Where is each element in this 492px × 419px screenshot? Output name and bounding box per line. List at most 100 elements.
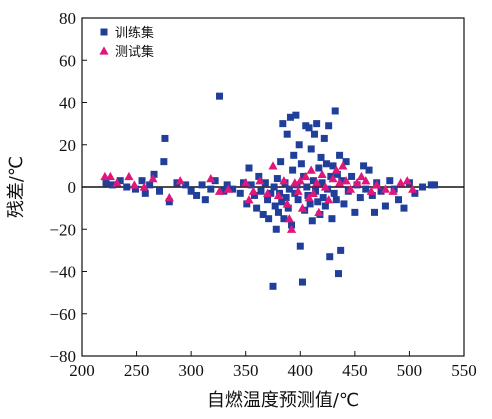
test-point [314, 207, 324, 217]
test-point [255, 176, 265, 185]
x-tick-label: 250 [124, 361, 150, 380]
test-point [164, 192, 174, 202]
train-point [329, 162, 337, 170]
test-point [312, 178, 322, 187]
test-point [341, 176, 351, 185]
y-tick-label: −20 [49, 220, 76, 239]
y-tick-label: −80 [49, 347, 76, 366]
test-point [175, 176, 185, 185]
train-point [292, 111, 300, 119]
train-point [259, 210, 267, 218]
test-point [293, 186, 303, 195]
test-point [408, 184, 418, 193]
test-point [297, 203, 308, 212]
test-point [324, 195, 334, 204]
x-tick-label: 350 [233, 361, 259, 380]
test-point [105, 171, 115, 181]
test-point [206, 173, 216, 183]
train-point [351, 208, 359, 216]
train-point [201, 196, 209, 204]
test-point [112, 178, 122, 187]
train-point [267, 189, 275, 197]
test-point [241, 178, 251, 187]
train-point [243, 200, 251, 208]
train-point [269, 282, 277, 290]
train-point [431, 181, 439, 189]
train-point [283, 130, 291, 138]
train-point [332, 196, 340, 204]
train-point [327, 172, 335, 180]
train-point [307, 145, 315, 153]
train-point [182, 181, 190, 189]
test-point [273, 190, 284, 200]
test-point [262, 188, 273, 198]
train-point [368, 191, 376, 199]
test-point [356, 171, 367, 181]
train-point [334, 270, 342, 278]
legend-marker-test [99, 46, 109, 55]
train-point [331, 107, 339, 115]
test-point [244, 195, 254, 204]
test-point [317, 169, 327, 179]
train-point [207, 185, 215, 193]
x-tick-label: 300 [178, 361, 204, 380]
y-tick-label: 40 [59, 94, 76, 113]
train-point [211, 177, 219, 185]
legend-label-test: 测试集 [115, 44, 154, 60]
test-point [366, 186, 376, 195]
train-point [356, 194, 364, 202]
series-test [100, 161, 418, 233]
train-point [278, 198, 286, 206]
train-point [296, 242, 304, 250]
train-point [342, 158, 350, 166]
train-point [337, 246, 345, 254]
train-point [123, 183, 131, 191]
test-point [223, 184, 233, 193]
train-point [116, 177, 124, 185]
train-point [306, 200, 314, 208]
train-point [348, 172, 356, 180]
test-point [295, 176, 305, 185]
train-point [265, 215, 273, 223]
train-point [102, 179, 110, 187]
train-point [223, 181, 231, 189]
test-point [139, 182, 149, 191]
train-point [141, 189, 149, 197]
legend-label-train: 训练集 [115, 25, 154, 41]
test-point [352, 178, 362, 187]
train-point [285, 185, 293, 193]
train-point [264, 196, 272, 204]
train-point [193, 191, 201, 199]
test-point [308, 188, 318, 198]
test-point [320, 182, 330, 191]
train-point [328, 215, 336, 223]
legend-marker-train [100, 28, 108, 36]
train-point [289, 166, 297, 174]
train-point [321, 202, 329, 210]
train-point [295, 141, 303, 149]
train-point [138, 177, 146, 185]
train-point [290, 151, 298, 159]
x-axis-title: 自燃温度预测值/℃ [207, 390, 359, 411]
test-point [282, 199, 292, 208]
train-point [229, 185, 237, 193]
test-point [388, 186, 398, 195]
train-point [109, 181, 117, 189]
train-point [282, 194, 290, 202]
train-point [303, 183, 311, 191]
train-point [245, 164, 253, 172]
train-point [150, 170, 158, 178]
train-point [312, 187, 320, 195]
x-tick-label: 550 [451, 361, 477, 380]
train-point [280, 215, 288, 223]
x-tick-label: 450 [342, 361, 368, 380]
test-point [301, 171, 311, 181]
train-point [362, 185, 370, 193]
y-tick-label: −40 [49, 263, 76, 282]
train-point [395, 196, 403, 204]
train-point [360, 162, 368, 170]
train-point [381, 202, 389, 210]
train-point [308, 217, 316, 225]
train-point [310, 130, 318, 138]
